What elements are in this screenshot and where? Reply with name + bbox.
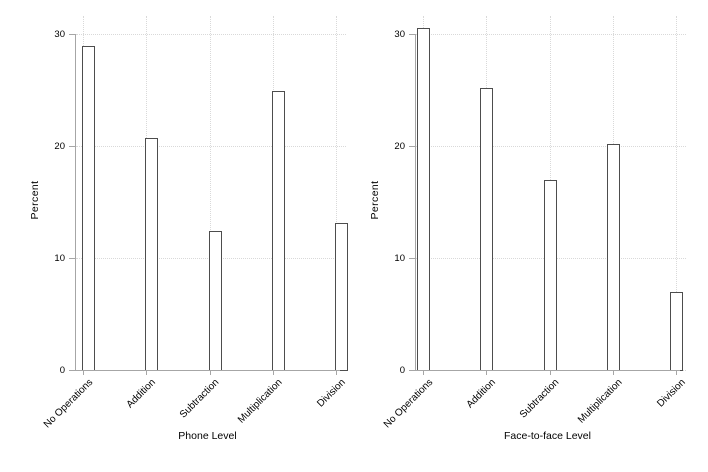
x-tick-label-division: Division bbox=[655, 377, 688, 410]
y-tick-0 bbox=[69, 370, 75, 371]
bar-division bbox=[335, 223, 348, 371]
x-tick-addition bbox=[146, 371, 148, 375]
x-tick-multiplication bbox=[272, 371, 274, 375]
y-tick-20 bbox=[409, 146, 415, 147]
y-tick-label-10: 10 bbox=[394, 252, 405, 264]
y-tick-20 bbox=[69, 146, 75, 147]
bar-multiplication bbox=[606, 143, 620, 371]
bar-subtraction bbox=[543, 179, 557, 371]
y-tick-label-30: 30 bbox=[54, 28, 65, 40]
x-tick-label-subtraction: Subtraction bbox=[517, 377, 562, 421]
gridline-vertical-subtraction bbox=[209, 16, 211, 370]
gridline-horizontal-30 bbox=[76, 34, 346, 35]
gridline-horizontal-30 bbox=[416, 34, 686, 35]
y-axis-title: Percent bbox=[369, 180, 381, 220]
x-tick-no-operations bbox=[83, 371, 84, 375]
y-tick-label-20: 20 bbox=[54, 140, 65, 152]
y-tick-label-0: 0 bbox=[399, 364, 405, 376]
gridline-vertical-division bbox=[676, 16, 677, 370]
y-tick-label-10: 10 bbox=[54, 252, 65, 264]
y-tick-10 bbox=[409, 258, 415, 259]
y-tick-0 bbox=[409, 370, 415, 371]
x-tick-label-no-operations: No Operations bbox=[381, 377, 435, 431]
y-tick-label-20: 20 bbox=[394, 140, 405, 152]
x-tick-division bbox=[676, 371, 677, 375]
y-tick-label-0: 0 bbox=[59, 364, 65, 376]
y-tick-30 bbox=[409, 34, 415, 35]
gridline-horizontal-20 bbox=[416, 146, 686, 147]
y-axis-line bbox=[75, 34, 76, 371]
x-tick-subtraction bbox=[549, 371, 551, 375]
x-tick-label-multiplication: Multiplication bbox=[575, 377, 625, 426]
x-tick-subtraction bbox=[209, 371, 211, 375]
x-tick-division bbox=[336, 371, 337, 375]
bar-addition bbox=[480, 87, 494, 371]
x-axis-line bbox=[415, 370, 680, 371]
gridline-horizontal-20 bbox=[76, 146, 346, 147]
x-axis-title: Phone Level bbox=[178, 430, 237, 442]
x-tick-addition bbox=[486, 371, 488, 375]
y-axis-line bbox=[415, 34, 416, 371]
x-tick-multiplication bbox=[612, 371, 614, 375]
x-axis-title: Face-to-face Level bbox=[504, 430, 591, 442]
gridline-vertical-division bbox=[336, 16, 337, 370]
bar-no-operations bbox=[417, 28, 430, 371]
y-tick-30 bbox=[69, 34, 75, 35]
x-tick-no-operations bbox=[423, 371, 424, 375]
x-axis-line bbox=[75, 370, 340, 371]
y-tick-label-30: 30 bbox=[394, 28, 405, 40]
x-tick-label-addition: Addition bbox=[464, 377, 499, 411]
y-tick-10 bbox=[69, 258, 75, 259]
bar-division bbox=[670, 291, 683, 371]
